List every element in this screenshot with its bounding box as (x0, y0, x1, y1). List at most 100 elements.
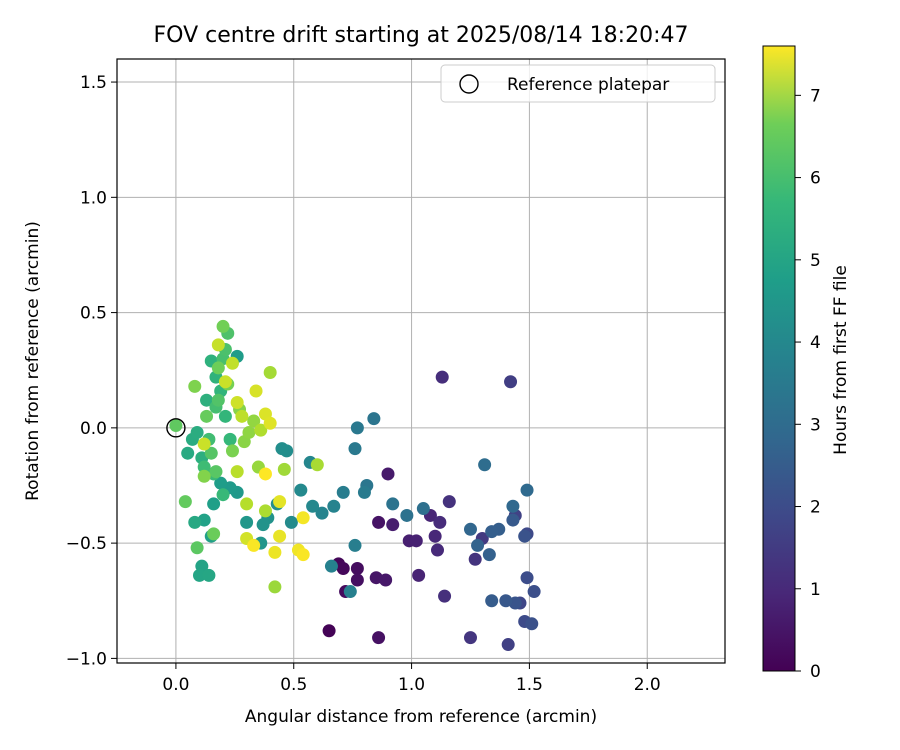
data-point (211, 361, 225, 375)
data-point (294, 483, 308, 497)
x-tick-label: 0.0 (162, 675, 189, 695)
data-point (197, 460, 211, 474)
colorbar-label: Hours from first FF file (831, 265, 851, 455)
data-point (214, 476, 228, 490)
colorbar-tick-label: 0 (810, 662, 821, 682)
x-tick-label: 1.5 (516, 675, 543, 695)
data-point (197, 469, 211, 483)
plot-frame (116, 58, 726, 664)
data-point (482, 548, 496, 562)
data-point (230, 465, 244, 479)
data-point (188, 379, 202, 393)
y-axis-ticks: −1.0 −0.5 0.0 0.5 1.0 1.5 (66, 73, 117, 669)
data-point (336, 485, 350, 499)
data-point (348, 442, 362, 456)
data-point (200, 409, 214, 423)
data-point (242, 425, 256, 439)
data-point (209, 465, 223, 479)
y-tick-label: −0.5 (66, 534, 107, 554)
data-point (520, 483, 534, 497)
data-point (263, 366, 277, 380)
data-point (247, 538, 261, 552)
data-point (211, 338, 225, 352)
data-point (216, 488, 230, 502)
y-tick-label: 1.0 (80, 188, 107, 208)
data-point (181, 446, 195, 460)
data-point (379, 573, 393, 587)
data-point (501, 638, 515, 652)
data-point (225, 356, 239, 370)
data-point (336, 561, 350, 575)
x-axis-label: Angular distance from reference (arcmin) (245, 707, 597, 727)
legend-marker-icon (459, 74, 479, 94)
colorbar-tick-label: 6 (810, 169, 821, 189)
data-point (350, 561, 364, 575)
data-point (235, 409, 249, 423)
data-point (372, 515, 386, 529)
data-point (207, 527, 221, 541)
data-point (525, 617, 539, 631)
data-point (348, 538, 362, 552)
data-point (504, 375, 518, 389)
data-point (506, 499, 520, 513)
data-point (190, 425, 204, 439)
data-point (310, 458, 324, 472)
data-point (273, 529, 287, 543)
data-point (315, 506, 329, 520)
data-point (520, 571, 534, 585)
data-point (386, 518, 400, 532)
data-point (478, 458, 492, 472)
data-point (192, 568, 206, 582)
colorbar-tick-label: 7 (810, 86, 821, 106)
data-point (258, 504, 272, 518)
data-point (438, 589, 452, 603)
chart-title: FOV centre drift starting at 2025/08/14 … (154, 23, 689, 48)
colorbar-tick-label: 5 (810, 251, 821, 271)
y-tick-label: 0.5 (80, 304, 107, 324)
colorbar (762, 45, 796, 672)
colorbar-tick-label: 1 (810, 580, 821, 600)
data-point (263, 416, 277, 430)
data-point (202, 568, 216, 582)
legend: Reference platepar (440, 64, 716, 103)
data-point (433, 515, 447, 529)
data-point (240, 497, 254, 511)
data-point (204, 446, 218, 460)
y-tick-label: −1.0 (66, 649, 107, 669)
data-point (367, 412, 381, 426)
data-point (442, 495, 456, 509)
data-point (225, 444, 239, 458)
data-point (247, 414, 261, 428)
colorbar-tick-label: 4 (810, 333, 821, 353)
data-point (178, 495, 192, 509)
data-point (468, 552, 482, 566)
data-point (343, 585, 357, 599)
y-axis-label: Rotation from reference (arcmin) (23, 221, 43, 501)
colorbar-ticks: 0 1 2 3 4 5 6 7 (795, 86, 821, 682)
data-point (211, 393, 225, 407)
data-point (506, 513, 520, 527)
data-point (268, 580, 282, 594)
data-point (350, 573, 364, 587)
data-point (435, 370, 449, 384)
colorbar-tick-label: 2 (810, 498, 821, 518)
data-point (499, 594, 513, 608)
y-tick-label: 1.5 (80, 73, 107, 93)
data-point (463, 631, 477, 645)
data-point (169, 419, 183, 433)
data-point (412, 568, 426, 582)
data-points (169, 319, 541, 652)
data-point (296, 511, 310, 525)
data-point (218, 375, 232, 389)
data-point (268, 545, 282, 559)
data-point (327, 499, 341, 513)
data-point (273, 495, 287, 509)
data-point (485, 525, 499, 539)
x-tick-label: 2.0 (634, 675, 661, 695)
data-point (372, 631, 386, 645)
data-point (256, 518, 270, 532)
data-point (188, 515, 202, 529)
data-point (284, 515, 298, 529)
data-point (428, 529, 442, 543)
